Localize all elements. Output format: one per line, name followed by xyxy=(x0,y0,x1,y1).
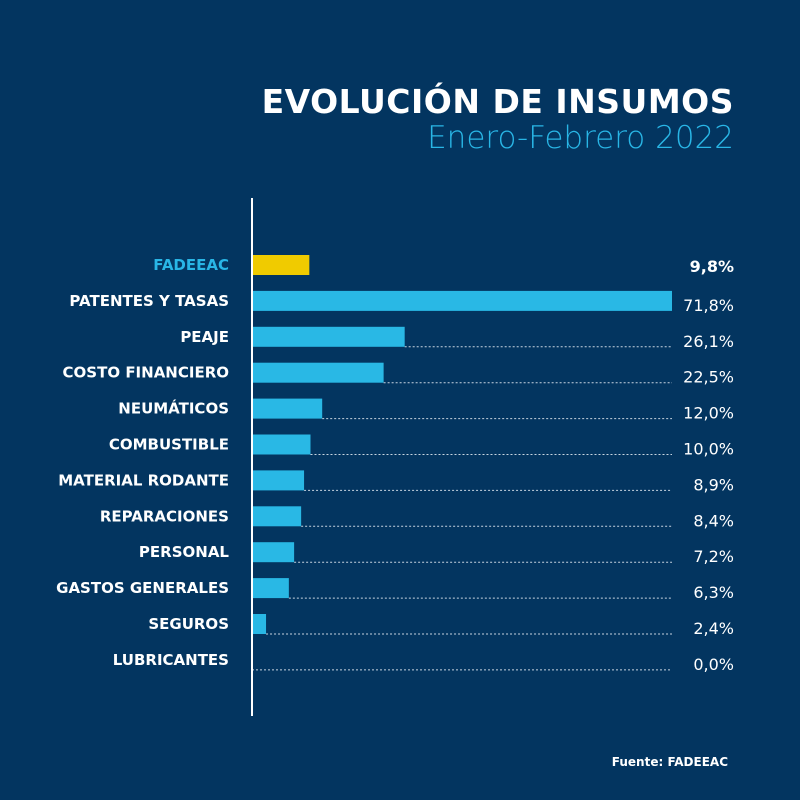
value-label: 26,1% xyxy=(683,332,734,351)
bar xyxy=(252,255,310,275)
value-label: 7,2% xyxy=(693,547,734,566)
category-label: MATERIAL RODANTE xyxy=(58,471,229,489)
category-label: COMBUSTIBLE xyxy=(109,436,229,454)
category-label: REPARACIONES xyxy=(100,507,229,525)
value-label: 10,0% xyxy=(683,440,734,459)
chart-title: EVOLUCIÓN DE INSUMOS xyxy=(261,82,734,121)
category-label: GASTOS GENERALES xyxy=(56,579,229,597)
category-label: PATENTES Y TASAS xyxy=(69,292,229,310)
value-label: 2,4% xyxy=(693,619,734,638)
category-label: PERSONAL xyxy=(139,543,230,561)
value-label: 8,4% xyxy=(693,511,734,530)
chart-subtitle: Enero-Febrero 2022 xyxy=(427,120,734,156)
bar xyxy=(252,290,672,311)
category-label: FADEEAC xyxy=(153,256,229,274)
category-label: NEUMÁTICOS xyxy=(118,399,229,418)
bar xyxy=(252,542,295,563)
category-label: PEAJE xyxy=(180,328,229,346)
category-label: SEGUROS xyxy=(148,615,229,633)
bar xyxy=(252,326,405,347)
bar xyxy=(252,614,267,634)
category-label: COSTO FINANCIERO xyxy=(63,364,229,382)
bar xyxy=(252,434,311,455)
value-label: 71,8% xyxy=(683,296,734,315)
bar xyxy=(252,362,384,383)
bar xyxy=(252,506,302,527)
value-label: 0,0% xyxy=(693,655,734,674)
bar xyxy=(252,578,289,599)
bar xyxy=(252,470,305,491)
value-label: 6,3% xyxy=(693,583,734,602)
bar xyxy=(252,398,323,419)
value-label: 8,9% xyxy=(693,475,734,494)
source-note: Fuente: FADEEAC xyxy=(611,755,728,769)
category-label: LUBRICANTES xyxy=(113,651,229,669)
value-label: 22,5% xyxy=(683,368,734,387)
value-label: 12,0% xyxy=(683,404,734,423)
value-label: 9,8% xyxy=(690,257,734,276)
